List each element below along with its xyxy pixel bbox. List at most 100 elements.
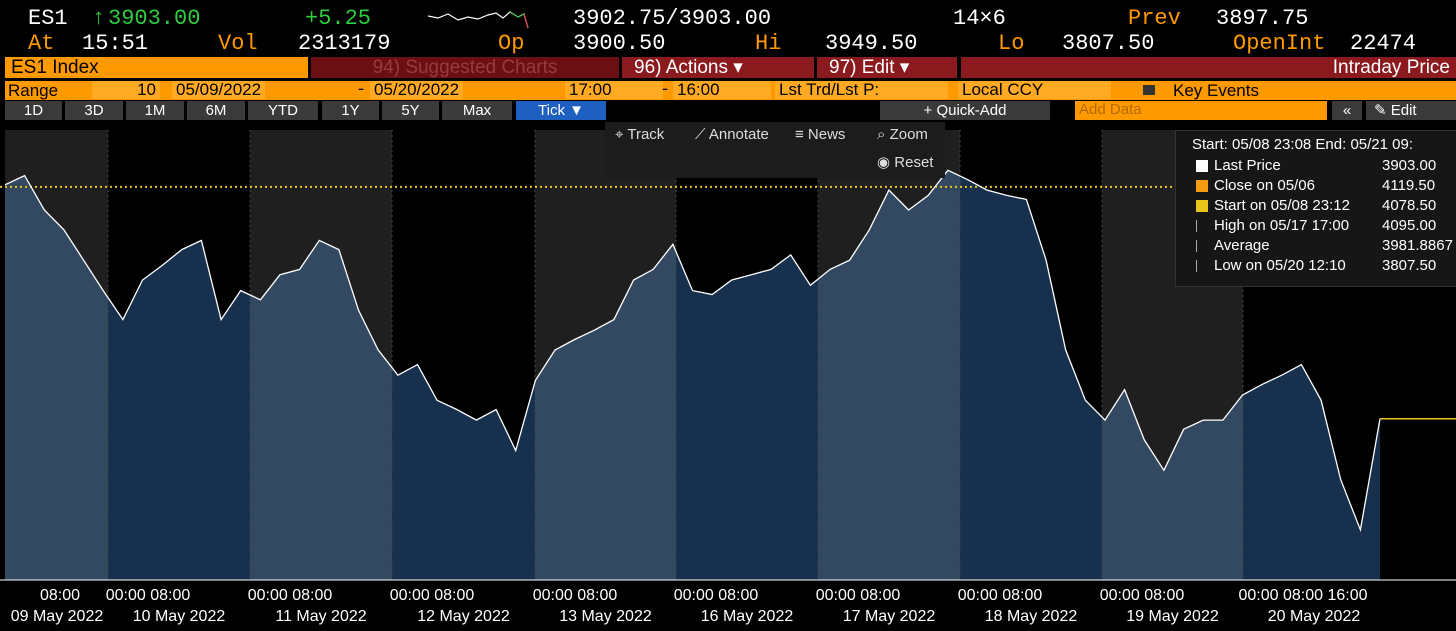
annotate[interactable]: ⟋ Annotate xyxy=(695,126,769,143)
bid-ask: 3902.75/3903.00 xyxy=(573,6,772,31)
period-button[interactable]: 1M xyxy=(126,101,184,120)
annotate-label[interactable]: Annotate xyxy=(708,126,769,143)
end-time[interactable]: 16:00 xyxy=(673,81,771,99)
legend-swatch xyxy=(1196,200,1208,212)
period-button[interactable]: 3D xyxy=(65,101,123,120)
actions[interactable]: 96) Actions xyxy=(634,57,728,78)
zoom-label[interactable]: Zoom xyxy=(889,126,928,143)
sep: - xyxy=(356,81,367,100)
legend-swatch xyxy=(1196,240,1209,252)
edit-button[interactable]: ✎ Edit xyxy=(1366,101,1456,120)
op: 3900.50 xyxy=(573,31,666,56)
track-label[interactable]: Track xyxy=(627,126,665,143)
news-label[interactable]: News xyxy=(807,126,846,143)
x-tick-date: 19 May 2022 xyxy=(1126,608,1219,625)
lo-label: Lo xyxy=(998,31,1025,56)
arrow: ↑ xyxy=(92,6,106,31)
view-title: Intraday Price xyxy=(961,57,1456,78)
hi: 3949.50 xyxy=(825,31,918,56)
ticker[interactable]: ES1 Index xyxy=(5,57,308,78)
legend-swatch xyxy=(1196,160,1208,172)
edit-label[interactable]: Edit xyxy=(1390,102,1417,119)
legend-name: Average xyxy=(1214,237,1270,254)
size: 14×6 xyxy=(953,6,1006,31)
legend-value: 3807.50 xyxy=(1382,257,1437,274)
suggested-charts[interactable]: 94) Suggested Charts xyxy=(311,57,619,78)
legend-swatch xyxy=(1196,180,1208,192)
chart: 08:00 09 May 2022 00:00 08:00 10 May 2022 00… xyxy=(0,130,1456,625)
zoom[interactable]: ⌕ Zoom xyxy=(877,126,928,143)
x-tick-date: 16 May 2022 xyxy=(701,608,794,625)
legend-name: Start on 05/08 23:12 xyxy=(1214,197,1350,214)
vol: 2313179 xyxy=(298,31,391,56)
x-tick-time: 00:00 08:00 xyxy=(958,587,1043,604)
x-tick-time: 00:00 08:00 xyxy=(248,587,333,604)
session-shade xyxy=(5,130,108,580)
start-date[interactable]: 05/09/2022 xyxy=(172,81,266,99)
legend-name: Low on 05/20 12:10 xyxy=(1214,257,1346,274)
x-tick-time: 00:00 08:00 xyxy=(816,587,901,604)
legend-name: High on 05/17 17:00 xyxy=(1214,217,1350,234)
period-button[interactable]: Tick ▼ xyxy=(516,101,606,120)
prev: 3897.75 xyxy=(1216,6,1309,31)
collapse[interactable]: « xyxy=(1332,101,1362,120)
edit-menu[interactable]: 97) Edit ▾ xyxy=(817,57,957,78)
quick-add[interactable]: + Quick-Add xyxy=(880,101,1050,120)
sep: - xyxy=(660,81,671,100)
field-select[interactable]: Lst Trd/Lst P: xyxy=(775,81,948,99)
at-label: At xyxy=(28,31,55,56)
price-line xyxy=(4,169,1381,533)
x-tick-time: 00:00 08:00 16:00 xyxy=(1238,587,1367,604)
oi: 22474 xyxy=(1350,31,1417,56)
reset-label[interactable]: Reset xyxy=(894,154,934,171)
x-tick-time: 00:00 08:00 xyxy=(674,587,759,604)
lo: 3807.50 xyxy=(1062,31,1155,56)
period-button[interactable]: 5Y xyxy=(382,101,439,120)
bars-input[interactable]: 10 xyxy=(92,81,160,99)
x-tick-date: 10 May 2022 xyxy=(133,608,226,625)
add-data[interactable]: Add Data xyxy=(1075,101,1327,120)
x-tick-date: 12 May 2022 xyxy=(417,608,510,625)
x-tick-date: 13 May 2022 xyxy=(559,608,652,625)
currency-select[interactable]: Local CCY xyxy=(958,81,1111,99)
chart-tools: ⌖ Track ⟋ Annotate ≡ News ⌕ Zoom ◉ Reset xyxy=(605,122,945,178)
legend-swatch xyxy=(1196,260,1209,272)
x-tick-time: 00:00 08:00 xyxy=(533,587,618,604)
news[interactable]: ≡ News xyxy=(795,126,846,143)
period-button[interactable]: 1Y xyxy=(322,101,379,120)
x-tick-time: 00:00 08:00 xyxy=(1100,587,1185,604)
legend-value: 4095.00 xyxy=(1382,217,1437,234)
session-shade xyxy=(818,130,960,580)
last: 3903.00 xyxy=(108,6,201,31)
period-button[interactable]: 6M xyxy=(187,101,245,120)
period-button[interactable]: 1D xyxy=(5,101,62,120)
legend-value: 4078.50 xyxy=(1382,197,1437,214)
legend-swatch xyxy=(1196,220,1209,232)
start-time[interactable]: 17:00 xyxy=(565,81,663,99)
op-label: Op xyxy=(498,31,525,56)
x-tick-date: 11 May 2022 xyxy=(275,608,366,625)
edit[interactable]: 97) Edit xyxy=(829,57,895,78)
x-tick-date: 20 May 2022 xyxy=(1268,608,1361,625)
key-events[interactable]: Key Events xyxy=(1173,81,1259,100)
x-tick-date: 17 May 2022 xyxy=(843,608,936,625)
oi-label: OpenInt xyxy=(1233,31,1326,56)
checkbox[interactable] xyxy=(1143,85,1155,95)
actions-menu[interactable]: 96) Actions ▾ xyxy=(622,57,814,78)
hi-label: Hi xyxy=(755,31,782,56)
x-tick-time: 00:00 08:00 xyxy=(390,587,475,604)
change: +5.25 xyxy=(305,6,372,31)
period-button[interactable]: YTD xyxy=(248,101,318,120)
x-tick-time: 08:00 xyxy=(40,587,80,604)
session-shade xyxy=(535,130,676,580)
end-date[interactable]: 05/20/2022 xyxy=(370,81,464,99)
vol-label: Vol xyxy=(218,31,258,56)
x-tick-date: 09 May 2022 xyxy=(11,608,104,625)
period-button[interactable]: Max xyxy=(442,101,512,120)
reset[interactable]: ◉ Reset xyxy=(877,154,934,171)
legend: Start: 05/08 23:08 End: 05/21 09: Last P… xyxy=(1175,130,1456,287)
symbol: ES1 xyxy=(28,6,68,31)
time: 15:51 xyxy=(82,31,149,56)
track[interactable]: ⌖ Track xyxy=(615,126,665,143)
